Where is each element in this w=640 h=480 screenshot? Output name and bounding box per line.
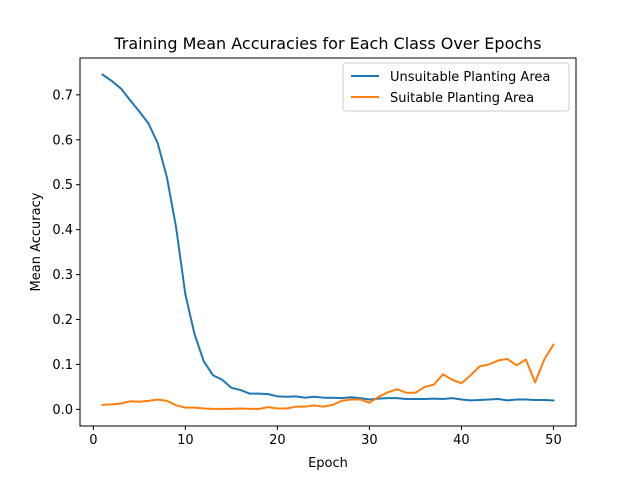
x-tick-label: 20 bbox=[269, 433, 286, 448]
y-tick-label: 0.2 bbox=[52, 313, 73, 328]
y-tick-label: 0.5 bbox=[52, 178, 73, 193]
x-tick-label: 40 bbox=[453, 433, 470, 448]
x-tick-label: 10 bbox=[177, 433, 194, 448]
legend-label-unsuitable: Unsuitable Planting Area bbox=[390, 70, 550, 85]
x-tick-label: 0 bbox=[89, 433, 97, 448]
y-tick-label: 0.1 bbox=[52, 358, 73, 373]
x-axis-ticks: 0 10 20 30 40 50 bbox=[89, 426, 562, 448]
y-tick-label: 0.3 bbox=[52, 268, 73, 283]
legend-label-suitable: Suitable Planting Area bbox=[390, 91, 534, 106]
y-tick-label: 0.0 bbox=[52, 403, 73, 418]
y-axis-label: Mean Accuracy bbox=[29, 192, 44, 291]
y-axis-ticks: 0.0 0.1 0.2 0.3 0.4 0.5 0.6 0.7 bbox=[52, 88, 80, 418]
plot-area bbox=[79, 57, 577, 427]
series-line-1 bbox=[101, 343, 555, 410]
y-tick-label: 0.4 bbox=[52, 223, 73, 238]
axes-frame bbox=[79, 57, 577, 427]
y-tick-label: 0.6 bbox=[52, 133, 73, 148]
x-axis-label: Epoch bbox=[308, 456, 348, 471]
y-tick-label: 0.7 bbox=[52, 88, 73, 103]
legend: Unsuitable Planting Area Suitable Planti… bbox=[342, 62, 570, 112]
x-tick-label: 30 bbox=[361, 433, 378, 448]
legend-box bbox=[342, 62, 570, 112]
series-line-0 bbox=[101, 73, 555, 402]
series-layer bbox=[101, 73, 555, 410]
x-tick-label: 50 bbox=[545, 433, 562, 448]
chart-title: Training Mean Accuracies for Each Class … bbox=[113, 34, 541, 53]
